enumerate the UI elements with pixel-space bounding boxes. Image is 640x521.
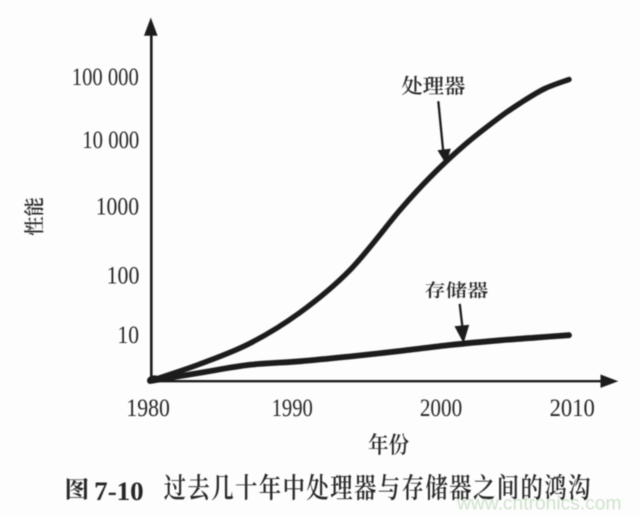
svg-text:2010: 2010 — [550, 395, 595, 422]
svg-text:10 000: 10 000 — [82, 127, 139, 154]
svg-text:7-10: 7-10 — [94, 476, 144, 506]
svg-text:1980: 1980 — [126, 395, 169, 422]
svg-text:100 000: 100 000 — [72, 64, 139, 91]
svg-text:1990: 1990 — [272, 395, 313, 422]
svg-text:10: 10 — [117, 322, 139, 349]
svg-text:100: 100 — [107, 263, 140, 290]
svg-text:1000: 1000 — [96, 193, 139, 220]
svg-text:2000: 2000 — [420, 395, 462, 422]
svg-text:www.cntronics.com: www.cntronics.com — [456, 493, 621, 515]
